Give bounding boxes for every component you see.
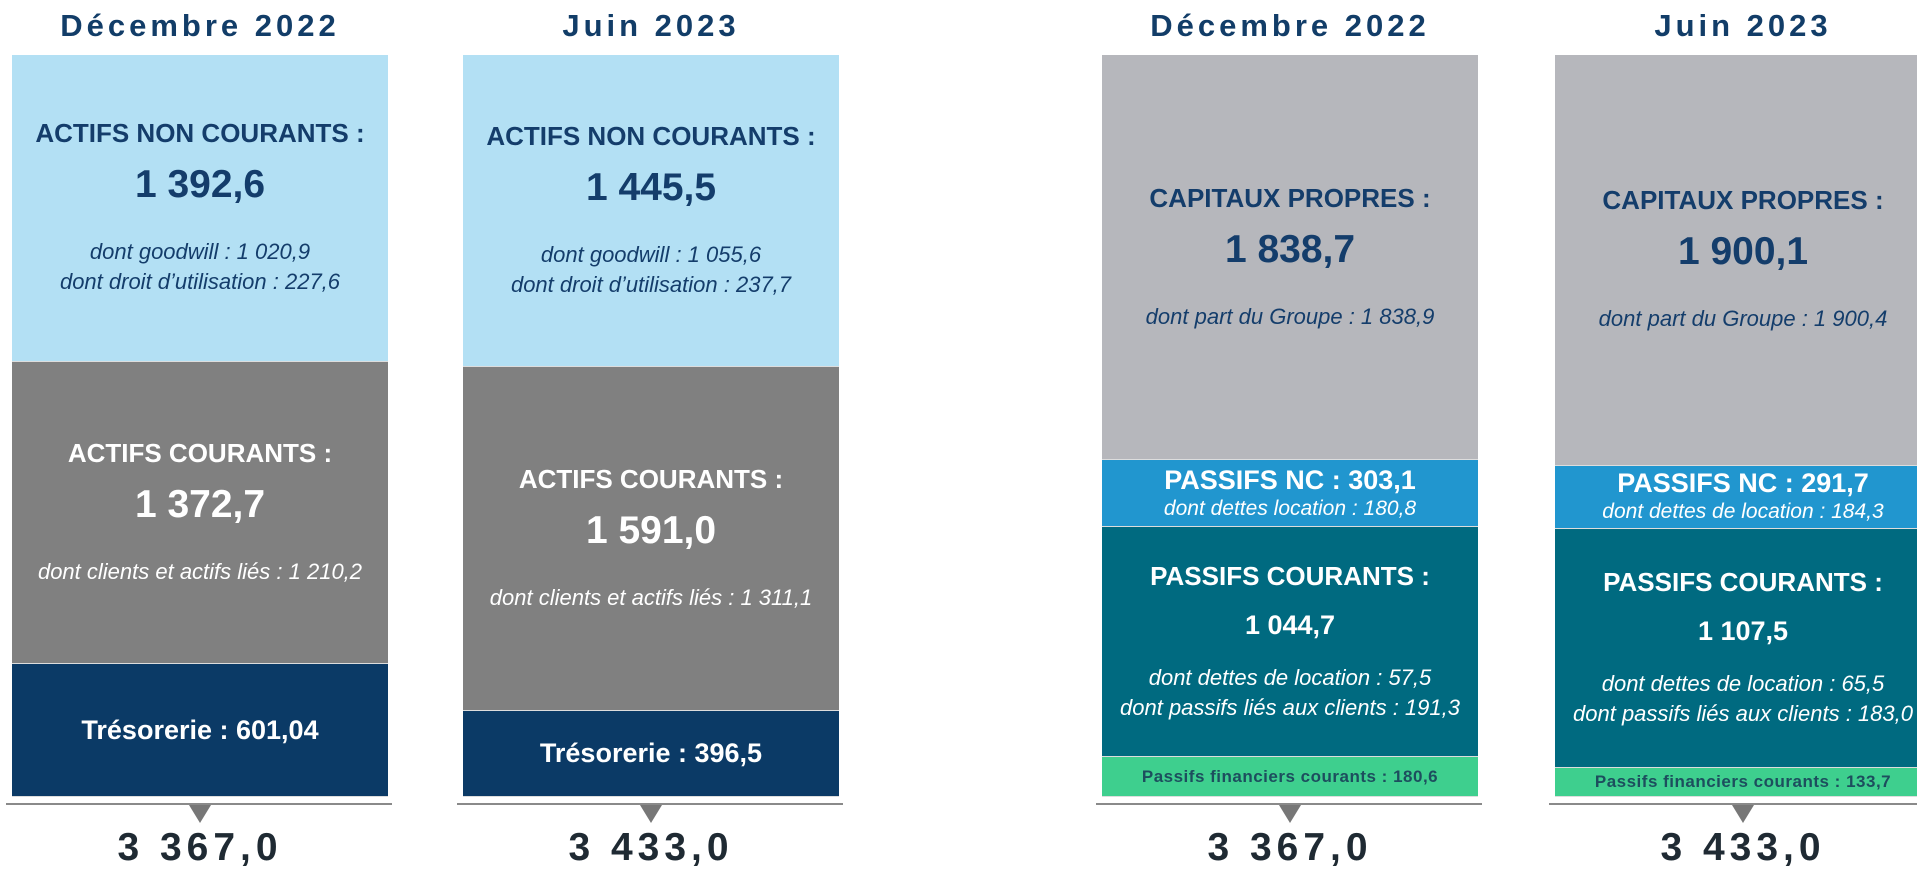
segment-detail: dont passifs liés aux clients : 191,3 <box>1120 694 1460 720</box>
segment-value: 1 044,7 <box>1244 609 1336 640</box>
baseline <box>1096 803 1482 805</box>
column: Décembre 2022 CAPITAUX PROPRES : 1 838,7 do… <box>1096 0 1482 870</box>
segment: Trésorerie : 396,5 <box>463 711 839 797</box>
segment: PASSIFS COURANTS : 1 044,7 dont dettes de … <box>1102 526 1478 758</box>
column: Juin 2023 CAPITAUX PROPRES : 1 900,1 dont p… <box>1549 0 1917 870</box>
segment-detail: dont clients et actifs liés : 1 311,1 <box>489 585 813 611</box>
segment-label: PASSIFS NC : 291,7 <box>1617 468 1869 499</box>
column-title: Juin 2023 <box>1654 8 1832 43</box>
segment-value: 1 445,5 <box>585 166 717 210</box>
pointer <box>1279 805 1301 823</box>
column-total: 3 367,0 <box>1207 826 1373 869</box>
segment: ACTIFS NON COURANTS : 1 445,5 dont goodwil… <box>463 55 839 368</box>
segment-detail: dont dettes de location : 184,3 <box>1602 500 1884 524</box>
segment-name: Trésorerie : <box>539 738 687 769</box>
column-title: Décembre 2022 <box>1150 8 1430 43</box>
segment: ACTIFS NON COURANTS : 1 392,6 dont goodwil… <box>12 55 388 362</box>
pointer <box>189 805 211 823</box>
pointer <box>1732 805 1754 823</box>
column-title: Décembre 2022 <box>60 8 340 43</box>
segment-name: PASSIFS NC : <box>1164 464 1341 495</box>
segment: CAPITAUX PROPRES : 1 900,1 dont part du Gr… <box>1555 55 1917 466</box>
segment-name: ACTIFS NON COURANTS : <box>35 118 365 149</box>
segment-name: CAPITAUX PROPRES : <box>1149 182 1431 213</box>
column-title: Juin 2023 <box>562 8 740 43</box>
segment-name: ACTIFS COURANTS : <box>518 464 784 495</box>
segment-value: 180,6 <box>1393 766 1439 786</box>
segment: PASSIFS COURANTS : 1 107,5 dont dettes de … <box>1555 528 1917 769</box>
column-total: 3 367,0 <box>117 826 283 869</box>
segment-detail: dont dettes de location : 57,5 <box>1148 664 1432 690</box>
segment-detail: dont clients et actifs liés : 1 210,2 <box>37 559 363 585</box>
segment-name: PASSIFS COURANTS : <box>1150 560 1430 591</box>
segment: PASSIFS NC : 303,1 dont dettes location :… <box>1102 460 1478 527</box>
segment: ACTIFS COURANTS : 1 372,7 dont clients et … <box>12 361 388 665</box>
segment-name: ACTIFS COURANTS : <box>67 438 333 469</box>
segment: ACTIFS COURANTS : 1 591,0 dont clients et … <box>463 367 839 712</box>
segment-name: CAPITAUX PROPRES : <box>1602 185 1884 216</box>
segment-detail: dont part du Groupe : 1 900,4 <box>1598 306 1888 332</box>
column-total: 3 433,0 <box>568 826 734 869</box>
segment-name: PASSIFS NC : <box>1617 468 1794 499</box>
segment-label: Passifs financiers courants : 133,7 <box>1595 772 1891 792</box>
column: Juin 2023 ACTIFS NON COURANTS : 1 445,5 don… <box>457 0 843 870</box>
segment-detail: dont dettes de location : 65,5 <box>1601 670 1885 696</box>
segment-name: ACTIFS NON COURANTS : <box>486 121 816 152</box>
segment-value: 1 838,7 <box>1224 227 1356 271</box>
segment: Trésorerie : 601,04 <box>12 664 388 797</box>
segment-detail: dont goodwill : 1 020,9 <box>89 239 311 265</box>
segment-detail: dont dettes location : 180,8 <box>1163 496 1417 520</box>
baseline <box>1549 803 1917 805</box>
segment-value: 1 591,0 <box>585 509 717 553</box>
segment-detail: dont goodwill : 1 055,6 <box>540 242 762 268</box>
segment-label: Trésorerie : 396,5 <box>540 738 762 769</box>
segment-value: 303,1 <box>1348 464 1416 495</box>
segment-value: 1 392,6 <box>134 163 266 207</box>
segment-detail: dont part du Groupe : 1 838,9 <box>1145 303 1435 329</box>
segment-detail: dont droit d’utilisation : 237,7 <box>510 272 792 298</box>
segment-value: 1 372,7 <box>134 483 266 527</box>
baseline <box>457 803 843 805</box>
segment-value: 396,5 <box>694 738 763 769</box>
segment-detail: dont droit d’utilisation : 227,6 <box>59 269 341 295</box>
segment: CAPITAUX PROPRES : 1 838,7 dont part du Gr… <box>1102 55 1478 461</box>
segment-name: PASSIFS COURANTS : <box>1603 566 1883 597</box>
segment-name: Passifs financiers courants : <box>1594 772 1841 792</box>
segment-detail: dont passifs liés aux clients : 183,0 <box>1573 700 1913 726</box>
segment-value: 1 900,1 <box>1677 230 1809 274</box>
segment-name: Passifs financiers courants : <box>1141 766 1388 786</box>
segment-name: Trésorerie : <box>81 714 229 745</box>
segment-value: 291,7 <box>1801 468 1869 499</box>
segment-label: Passifs financiers courants : 180,6 <box>1142 767 1438 787</box>
segment-value: 133,7 <box>1846 772 1892 792</box>
segment-value: 1 107,5 <box>1697 615 1789 646</box>
segment-value: 601,04 <box>236 714 319 745</box>
segment: Passifs financiers courants : 133,7 <box>1555 768 1917 797</box>
segment: PASSIFS NC : 291,7 dont dettes de locatio… <box>1555 465 1917 529</box>
segment-label: Trésorerie : 601,04 <box>81 715 318 746</box>
column: Décembre 2022 ACTIFS NON COURANTS : 1 392,… <box>6 0 392 870</box>
segment: Passifs financiers courants : 180,6 <box>1102 757 1478 798</box>
segment-label: PASSIFS NC : 303,1 <box>1164 465 1416 496</box>
column-total: 3 433,0 <box>1660 826 1826 869</box>
baseline <box>6 803 392 805</box>
pointer <box>640 805 662 823</box>
